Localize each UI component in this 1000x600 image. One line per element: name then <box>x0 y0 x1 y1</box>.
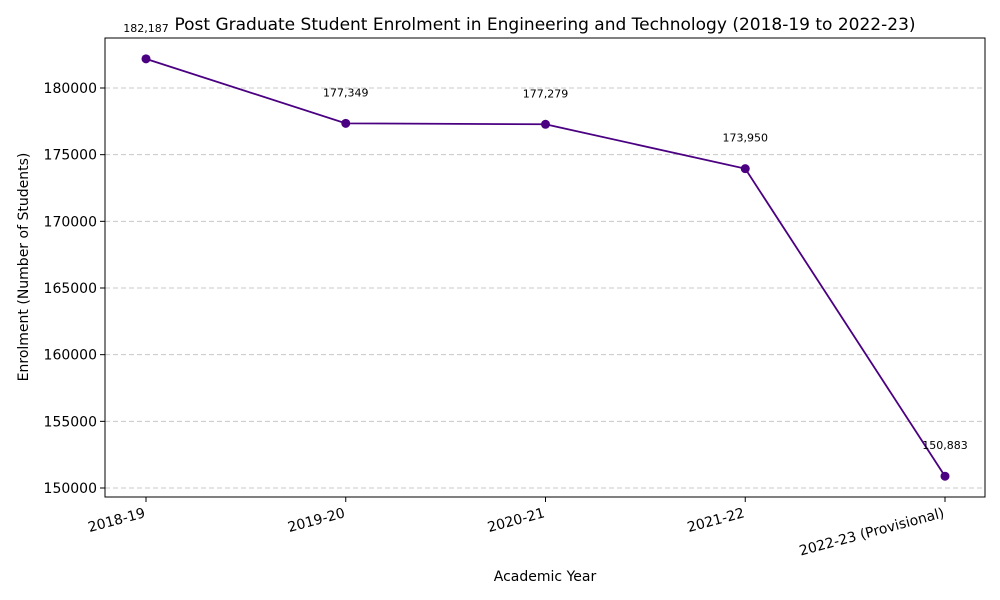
x-axis-label: Academic Year <box>494 569 597 585</box>
data-point <box>341 118 351 128</box>
x-tick-label: 2022-23 (Provisional) <box>798 505 946 559</box>
y-tick-label: 150000 <box>44 481 97 497</box>
plot-area <box>104 37 986 498</box>
data-point <box>940 471 950 481</box>
data-label: 173,950 <box>723 132 769 145</box>
data-point <box>141 54 151 64</box>
data-point <box>541 119 550 129</box>
y-tick-label: 180000 <box>44 81 97 97</box>
x-tick-label: 2020-21 <box>486 505 547 536</box>
chart-title: Post Graduate Student Enrolment in Engin… <box>174 15 915 35</box>
y-tick-label: 155000 <box>44 414 97 430</box>
x-tick-label: 2019-20 <box>286 505 347 536</box>
data-label: 177,349 <box>323 86 369 99</box>
y-tick-label: 170000 <box>44 214 97 230</box>
x-tick-label: 2018-19 <box>86 505 147 536</box>
y-tick-label: 175000 <box>44 148 97 164</box>
data-point <box>740 164 750 174</box>
data-label: 177,279 <box>523 87 569 100</box>
data-label: 150,883 <box>922 439 968 452</box>
data-label: 182,187 <box>123 22 169 35</box>
y-axis-label: Enrolment (Number of Students) <box>16 153 32 382</box>
y-tick-label: 160000 <box>44 348 97 364</box>
x-tick-label: 2021-22 <box>686 505 747 536</box>
y-tick-label: 165000 <box>44 281 97 297</box>
